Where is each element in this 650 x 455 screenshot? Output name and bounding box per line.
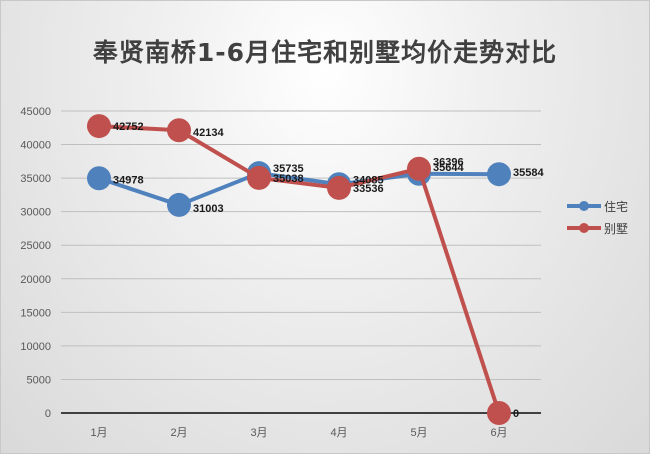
data-point: [167, 192, 191, 217]
y-tick-label: 35000: [20, 173, 51, 185]
data-label: 34978: [113, 174, 144, 186]
x-tick-label: 4月: [330, 427, 347, 439]
x-tick-label: 3月: [250, 427, 267, 439]
data-label: 36396: [433, 157, 464, 169]
series-line: [98, 124, 501, 414]
data-labels: 34978 31003 35735 34085 35644 35584 42752 42134…: [113, 121, 544, 420]
data-point: [247, 165, 271, 190]
legend-label: 别墅: [604, 222, 628, 236]
data-point: [407, 156, 431, 181]
y-tick-label: 0: [45, 408, 51, 420]
data-point: [487, 401, 511, 425]
legend-marker: [579, 223, 589, 233]
y-tick-label: 25000: [20, 240, 51, 252]
data-point: [487, 162, 511, 187]
data-point: [87, 114, 111, 139]
data-label: 0: [513, 408, 519, 420]
x-tick-label: 5月: [410, 427, 427, 439]
data-point: [167, 118, 191, 143]
data-label: 35038: [273, 173, 304, 185]
data-label: 35644: [433, 162, 464, 174]
data-label: 34085: [353, 174, 384, 186]
y-axis-ticks: 0 5000 10000 15000 20000 25000 30000 35000 40000…: [20, 106, 51, 420]
data-label: 42134: [193, 127, 224, 139]
x-tick-label: 1月: [90, 427, 107, 439]
data-label: 33536: [353, 183, 384, 195]
legend-marker: [579, 201, 589, 211]
data-label: 35735: [273, 163, 304, 175]
y-tick-label: 5000: [27, 374, 51, 386]
y-tick-label: 10000: [20, 341, 51, 353]
data-label: 35584: [513, 167, 544, 179]
data-label: 42752: [113, 121, 144, 133]
data-label: 31003: [193, 203, 224, 215]
x-tick-label: 6月: [490, 427, 507, 439]
legend-label: 住宅: [604, 199, 628, 214]
x-tick-label: 2月: [170, 427, 187, 439]
y-tick-label: 20000: [20, 274, 51, 286]
data-point: [327, 175, 351, 200]
y-tick-label: 15000: [20, 307, 51, 319]
y-tick-label: 30000: [20, 207, 51, 219]
y-tick-label: 40000: [20, 140, 51, 152]
data-point: [87, 166, 111, 191]
series-line: [98, 171, 500, 207]
chart-title: 奉贤南桥1-6月住宅和别墅均价走势对比: [92, 38, 558, 67]
y-tick-label: 45000: [20, 106, 51, 118]
gridlines: [61, 110, 541, 414]
x-axis-ticks: 1月 2月 3月 4月 5月 6月: [90, 427, 507, 439]
series-lines: [87, 114, 511, 425]
